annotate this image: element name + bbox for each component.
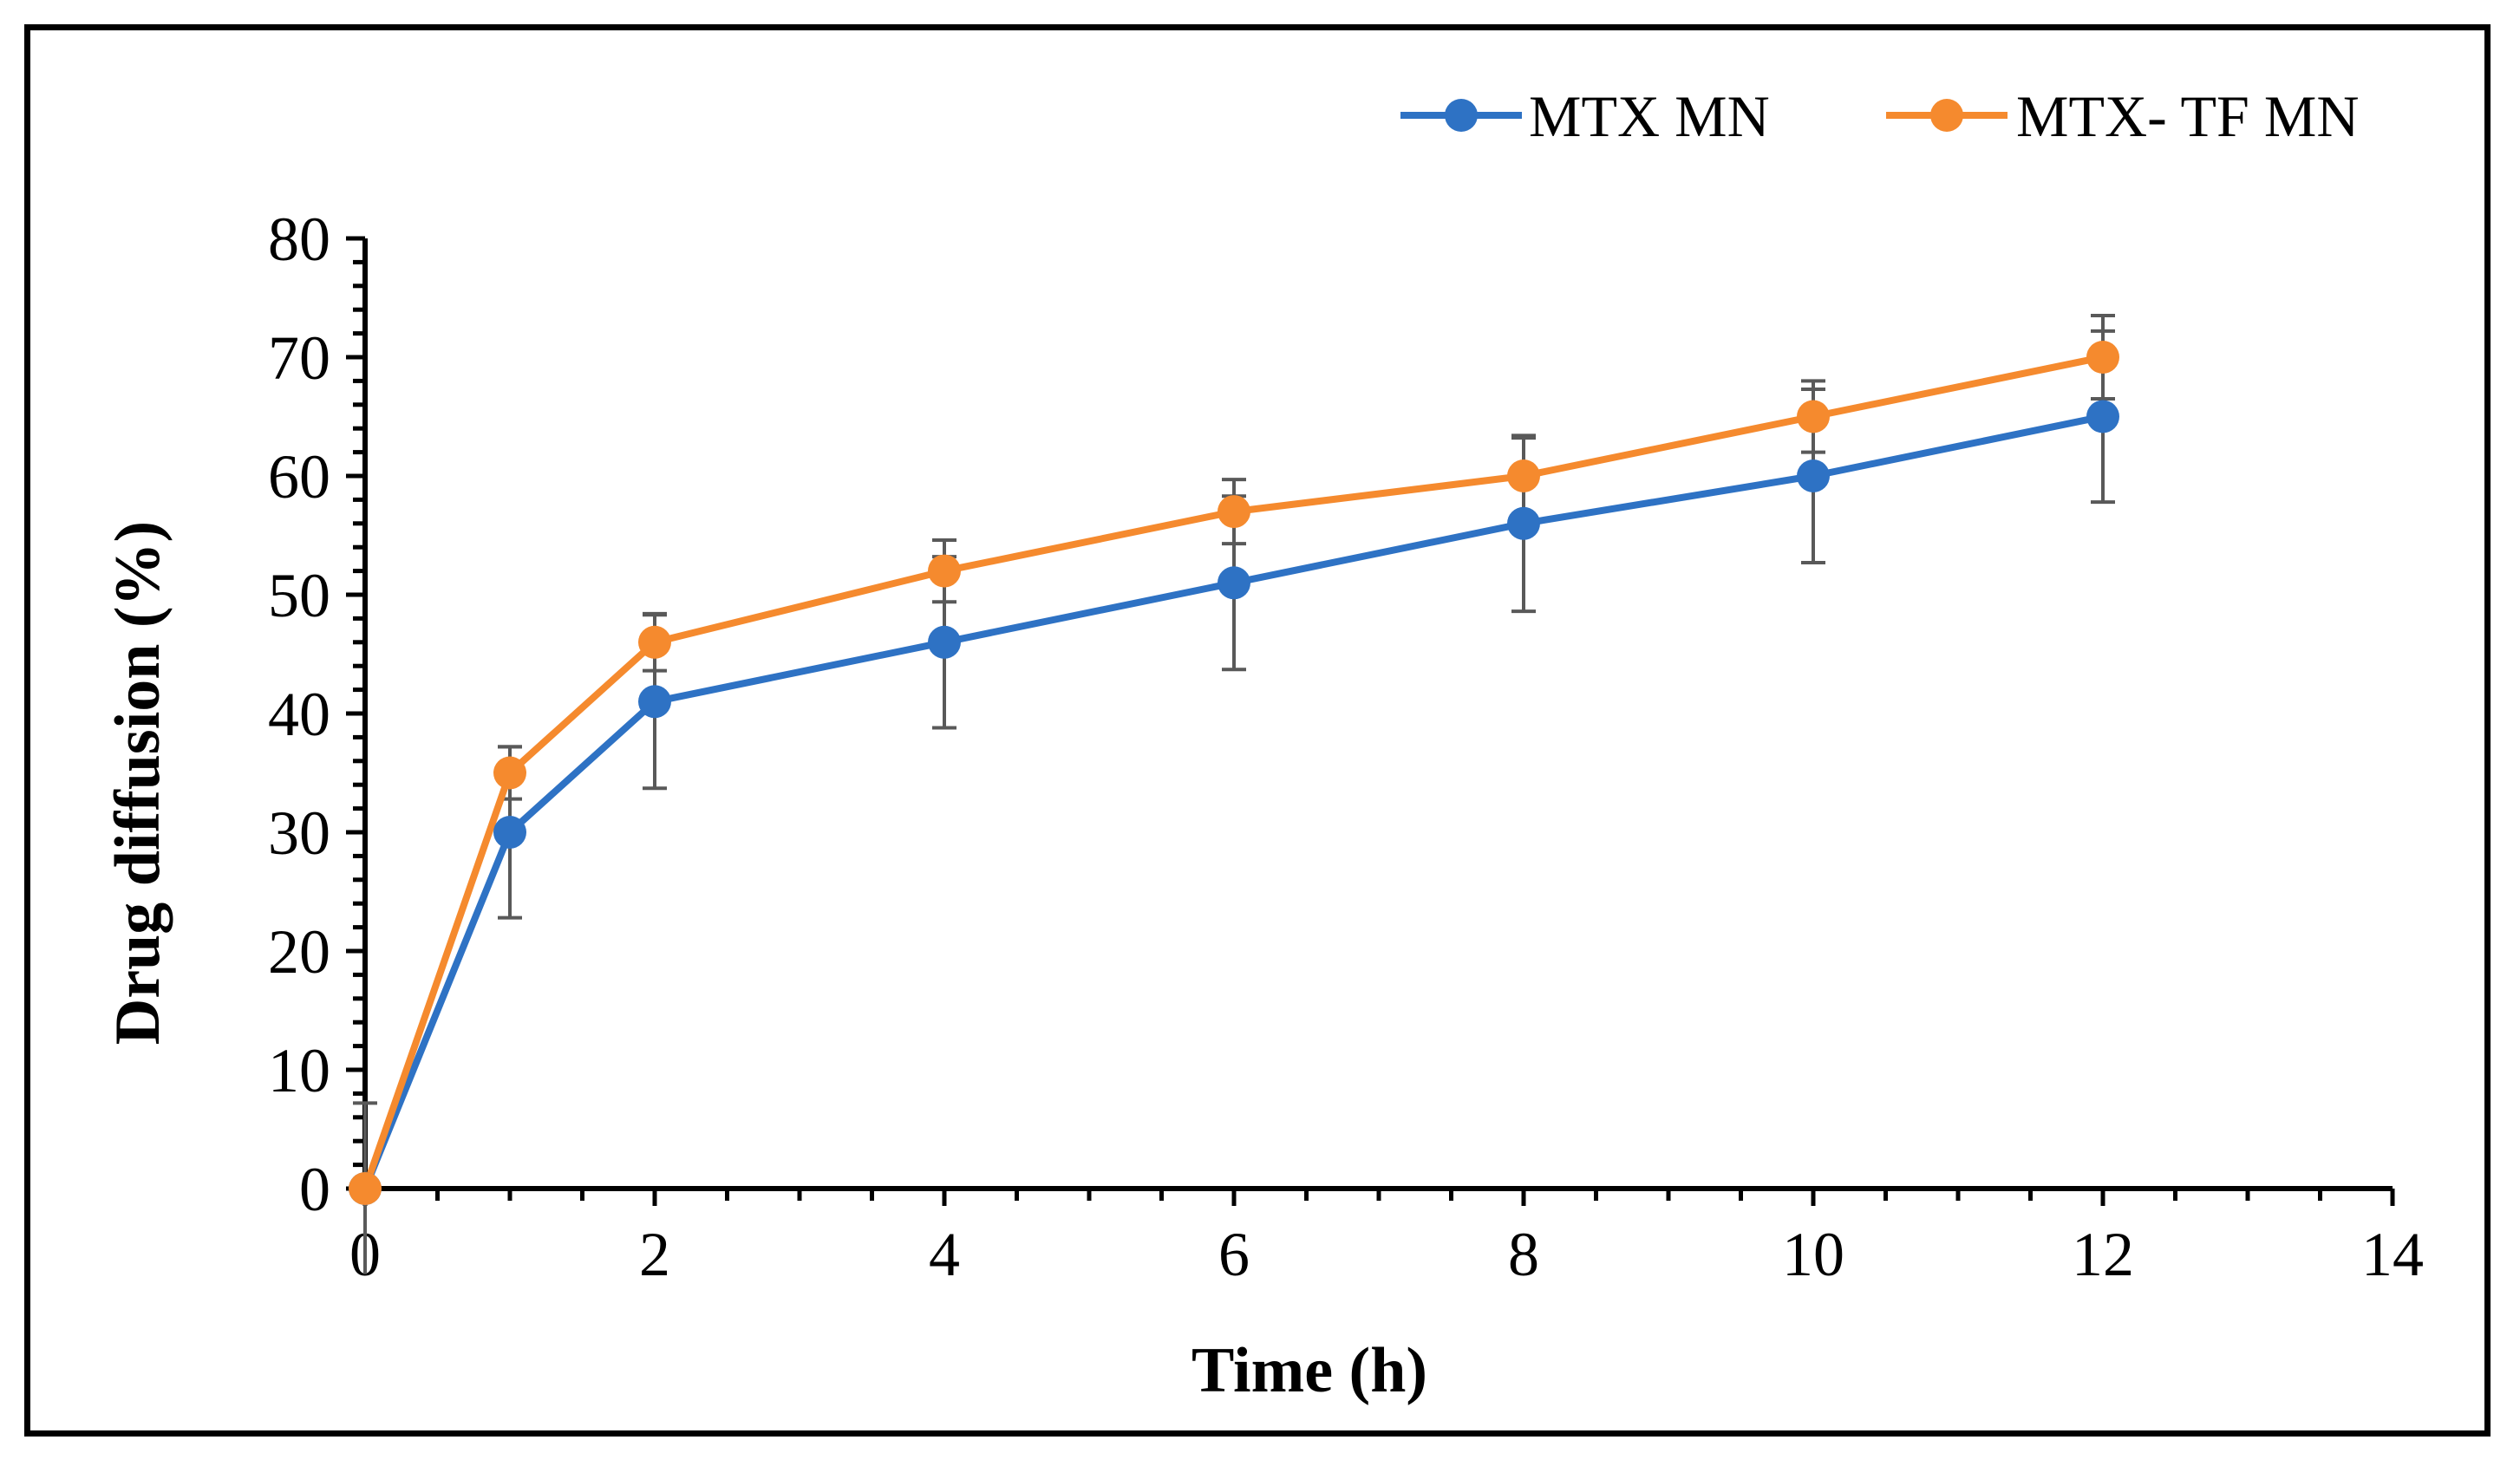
- x-tick-label: 4: [929, 1220, 960, 1289]
- y-tick-label: 50: [268, 561, 330, 630]
- data-point-mtx-mn: [928, 625, 961, 659]
- data-point-mtx-tf-mn: [1797, 400, 1830, 433]
- data-point-mtx-tf-mn: [349, 1172, 382, 1205]
- legend-marker: [1445, 99, 1478, 132]
- data-point-mtx-mn: [493, 816, 526, 849]
- series-points: [349, 341, 2119, 1205]
- y-tick-label: 70: [268, 323, 330, 393]
- y-tick-label: 0: [299, 1155, 330, 1224]
- x-tick-label: 12: [2072, 1220, 2134, 1289]
- series-line-mtx-mn: [362, 413, 2104, 1190]
- x-tick-label: 6: [1218, 1220, 1250, 1289]
- error-bars: [353, 314, 2115, 1274]
- x-tick-label: 14: [2361, 1220, 2424, 1289]
- legend: MTX MN MTX- TF MN: [1400, 83, 2359, 149]
- data-point-mtx-tf-mn: [638, 625, 671, 659]
- y-tick-label: 60: [268, 442, 330, 511]
- data-point-mtx-mn: [1507, 506, 1540, 540]
- legend-label: MTX MN: [1529, 83, 1770, 149]
- data-point-mtx-tf-mn: [1218, 495, 1250, 529]
- data-point-mtx-mn: [1797, 459, 1830, 492]
- y-tick-label: 20: [268, 917, 330, 987]
- x-tick-label: 2: [639, 1220, 670, 1289]
- legend-label: MTX- TF MN: [2016, 83, 2359, 149]
- data-point-mtx-tf-mn: [493, 756, 526, 790]
- axes: [346, 236, 2395, 1206]
- data-point-mtx-tf-mn: [2086, 341, 2119, 374]
- data-point-mtx-tf-mn: [928, 554, 961, 588]
- x-axis-title: Time (h): [1191, 1335, 1427, 1406]
- y-tick-label: 40: [268, 680, 330, 749]
- y-tick-label: 10: [268, 1036, 330, 1105]
- y-tick-label: 80: [268, 205, 330, 274]
- data-point-mtx-tf-mn: [1507, 459, 1540, 492]
- legend-marker: [1930, 99, 1963, 132]
- line-chart: MTX MN MTX- TF MN 0 2 4 6 8 10 12 14010203040506…: [102, 83, 2424, 1406]
- series-line-mtx-tf-mn: [362, 354, 2104, 1190]
- data-point-mtx-mn: [638, 685, 671, 719]
- data-point-mtx-mn: [1218, 566, 1250, 600]
- chart-frame: MTX MN MTX- TF MN 0 2 4 6 8 10 12 14 0 10 20 30 40 50 6…: [24, 24, 2491, 1437]
- series-lines: [362, 354, 2104, 1190]
- y-axis-title: Drug diffusion (%): [102, 521, 173, 1045]
- data-point-mtx-mn: [2086, 400, 2119, 433]
- x-tick-label: 10: [1782, 1220, 1844, 1289]
- y-tick-label: 30: [268, 798, 330, 868]
- x-tick-label: 8: [1508, 1220, 1539, 1289]
